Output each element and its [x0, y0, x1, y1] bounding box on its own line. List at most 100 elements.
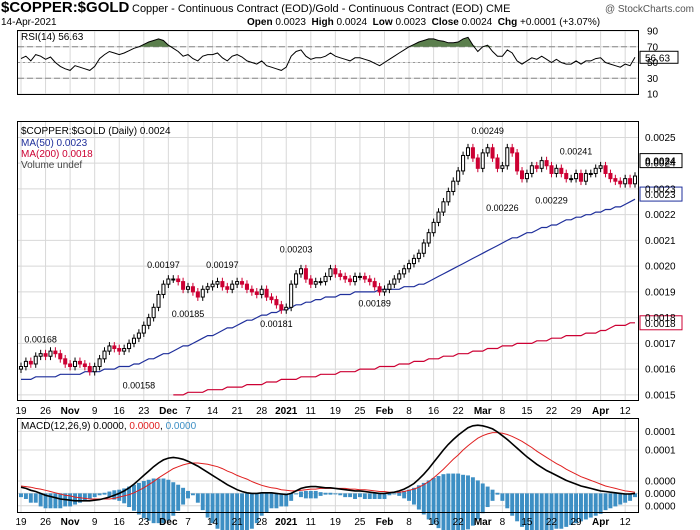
macd-histogram-bar — [549, 493, 554, 530]
candle — [215, 277, 220, 289]
candle-body — [112, 345, 117, 350]
candle-body — [63, 358, 68, 365]
rsi-tick-label: 30 — [647, 74, 659, 85]
macd-histogram-bar — [343, 493, 348, 498]
candle — [205, 282, 210, 294]
candle-body — [284, 306, 289, 311]
candle-body — [628, 178, 633, 185]
macd-histogram-bar — [338, 493, 343, 496]
macd-histogram-bar — [520, 493, 524, 527]
x-tick-label-price: 22 — [453, 406, 465, 417]
y-tick-label: 0.0018 — [645, 313, 676, 324]
candle-body — [632, 175, 638, 185]
macd-histogram-bar — [141, 481, 146, 519]
candle-body — [461, 154, 466, 172]
macd-histogram-bar — [102, 492, 107, 495]
candle — [43, 349, 48, 361]
macd-histogram-bar — [43, 493, 48, 509]
ohlc-readout: Open 0.0023 High 0.0024 Low 0.0023 Close… — [247, 17, 600, 28]
y-tick-label: 0.0025 — [645, 133, 676, 144]
price-annotation: 0.00241 — [560, 147, 593, 157]
macd-histogram-bar — [274, 493, 279, 509]
macd-histogram-bar — [269, 493, 274, 509]
rsi-tick-label: 90 — [647, 27, 659, 38]
macd-histogram-bar — [200, 493, 205, 511]
y-tick-label: 0.0019 — [645, 287, 676, 298]
x-tick-label-price: Mar — [474, 406, 492, 417]
candle — [23, 357, 28, 371]
candle — [490, 143, 495, 162]
price-annotation: 0.00197 — [147, 260, 180, 270]
x-tick-label-price: 8 — [500, 406, 506, 417]
candle — [156, 290, 161, 312]
x-tick-label-price: Dec — [159, 406, 178, 417]
candle-body — [549, 165, 554, 174]
macd-histogram-bar — [613, 493, 618, 507]
candle — [318, 277, 323, 286]
x-tick-label-macd: Nov — [61, 517, 80, 528]
candle — [176, 275, 181, 286]
macd-histogram-bar — [23, 493, 28, 499]
candle — [387, 280, 392, 294]
candle-body — [254, 291, 259, 295]
candle — [190, 282, 195, 296]
candle — [181, 277, 186, 294]
macd-histogram-bar — [628, 493, 633, 501]
price-annotation: 0.00197 — [206, 260, 239, 270]
macd-histogram-bar — [554, 493, 559, 529]
candle-body — [117, 348, 122, 352]
macd-histogram-bar — [19, 493, 23, 498]
macd-histogram-bar — [146, 479, 151, 521]
macd-histogram-bar — [210, 493, 215, 524]
candle-body — [294, 273, 299, 285]
candle-body — [244, 283, 249, 290]
x-tick-label-price: 8 — [406, 406, 412, 417]
candle-body — [73, 360, 78, 368]
macd-histogram-bar — [524, 493, 529, 530]
candle — [97, 354, 102, 371]
rsi-last-badge: 56.63 — [645, 53, 670, 64]
candle-body — [308, 278, 313, 285]
candle-body — [357, 275, 362, 278]
candle-body — [372, 281, 377, 288]
ma50-line — [21, 198, 636, 380]
candle — [470, 143, 475, 162]
macd-histogram-bar — [58, 493, 63, 509]
macd-histogram-bar — [254, 493, 259, 524]
candle-body — [205, 286, 210, 290]
candle — [628, 174, 633, 188]
macd-histogram-bar — [446, 473, 451, 530]
rsi-last-badge-box — [639, 50, 679, 64]
candle-body — [446, 191, 451, 203]
candle — [38, 349, 43, 361]
candle — [569, 174, 574, 183]
macd-tick-label: 0.0000 — [645, 489, 676, 500]
candle — [407, 259, 412, 273]
macd-histogram-bar — [240, 493, 245, 530]
macd-histogram-bar — [132, 484, 136, 511]
candle — [632, 172, 638, 188]
candle — [102, 347, 107, 363]
candle — [397, 270, 402, 283]
candle-body — [323, 275, 328, 283]
x-tick-label-macd: 14 — [207, 517, 219, 528]
candle — [529, 161, 534, 178]
x-tick-label-macd: 2021 — [275, 517, 298, 528]
macd-histogram-bar — [574, 493, 579, 524]
candle — [63, 354, 68, 368]
candle-body — [524, 172, 529, 180]
candle-body — [574, 172, 579, 180]
x-tick-label-macd: Apr — [592, 517, 609, 528]
macd-histogram-bar — [593, 493, 598, 516]
macd-histogram-bar — [249, 493, 254, 529]
candle — [613, 174, 618, 186]
ma200-badge-box — [639, 315, 683, 331]
candle-body — [451, 180, 456, 193]
macd-histogram-bar — [190, 493, 195, 496]
macd-histogram-bar — [323, 492, 328, 495]
candle-body — [416, 252, 421, 259]
candle — [544, 156, 549, 170]
volume-legend: Volume undef — [21, 160, 82, 171]
candle-body — [500, 165, 505, 169]
candle-body — [53, 350, 58, 355]
